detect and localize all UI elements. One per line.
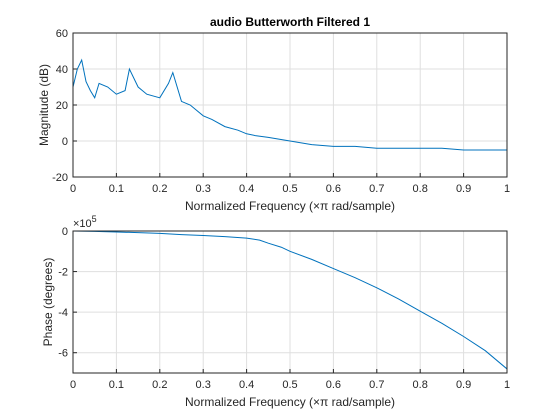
magnitude-x-label: Normalized Frequency (×π rad/sample) — [185, 199, 395, 213]
phase-x-tick-label: 0.5 — [282, 379, 297, 391]
magnitude-y-tick-label: 40 — [56, 64, 68, 76]
magnitude-x-tick-label: 0 — [70, 183, 76, 195]
phase-x-ticks: 0 0.1 0.2 0.3 0.4 0.5 0.6 0.7 0.8 0.9 1 — [70, 369, 510, 391]
magnitude-y-ticks: -20 0 20 40 60 — [52, 28, 77, 184]
phase-x-tick-label: 0 — [70, 379, 76, 391]
magnitude-x-tick-label: 0.5 — [282, 183, 297, 195]
phase-x-tick-label: 1 — [504, 379, 510, 391]
magnitude-x-ticks: 0 0.1 0.2 0.3 0.4 0.5 0.6 0.7 0.8 0.9 1 — [70, 173, 510, 195]
magnitude-y-tick-label: 20 — [56, 100, 68, 112]
magnitude-x-tick-label: 0.7 — [369, 183, 384, 195]
magnitude-axes: audio Butterworth Filtered 1 0 0.1 0.2 0.3 0… — [37, 15, 510, 213]
phase-x-tick-label: 0.1 — [109, 379, 124, 391]
phase-exponent-power: 5 — [92, 214, 97, 224]
phase-x-tick-label: 0.9 — [456, 379, 471, 391]
phase-exponent-label: ×105 — [73, 214, 97, 230]
phase-y-tick-label: -4 — [58, 307, 68, 319]
phase-y-tick-label: -2 — [58, 267, 68, 279]
phase-x-tick-label: 0.8 — [413, 379, 428, 391]
magnitude-y-tick-label: 0 — [62, 136, 68, 148]
magnitude-x-tick-label: 0.6 — [326, 183, 341, 195]
magnitude-x-tick-label: 0.1 — [109, 183, 124, 195]
magnitude-x-tick-label: 0.3 — [196, 183, 211, 195]
magnitude-y-tick-label: 60 — [56, 28, 68, 40]
phase-y-label: Phase (degrees) — [41, 258, 55, 347]
phase-axes: ×105 0 0.1 0.2 0.3 0.4 0.5 0.6 0.7 0.8 0.9 1 0 -2 -4… — [41, 214, 510, 409]
magnitude-title: audio Butterworth Filtered 1 — [210, 15, 370, 29]
phase-x-tick-label: 0.3 — [196, 379, 211, 391]
phase-x-tick-label: 0.2 — [152, 379, 167, 391]
magnitude-x-tick-label: 0.4 — [239, 183, 254, 195]
magnitude-series-line — [72, 58, 507, 151]
magnitude-x-tick-label: 0.8 — [413, 183, 428, 195]
magnitude-y-label: Magnitude (dB) — [37, 64, 51, 146]
phase-series-line — [72, 230, 508, 370]
phase-x-tick-label: 0.7 — [369, 379, 384, 391]
magnitude-y-tick-label: -20 — [52, 172, 68, 184]
phase-y-ticks: 0 -2 -4 -6 — [58, 226, 77, 360]
magnitude-x-tick-label: 0.2 — [152, 183, 167, 195]
phase-x-tick-label: 0.6 — [326, 379, 341, 391]
phase-y-tick-label: -6 — [58, 348, 68, 360]
magnitude-x-tick-label: 1 — [504, 183, 510, 195]
phase-exponent-base: ×10 — [73, 218, 92, 230]
phase-x-tick-label: 0.4 — [239, 379, 254, 391]
phase-y-tick-label: 0 — [62, 226, 68, 238]
phase-x-label: Normalized Frequency (×π rad/sample) — [185, 395, 395, 409]
magnitude-x-tick-label: 0.9 — [456, 183, 471, 195]
